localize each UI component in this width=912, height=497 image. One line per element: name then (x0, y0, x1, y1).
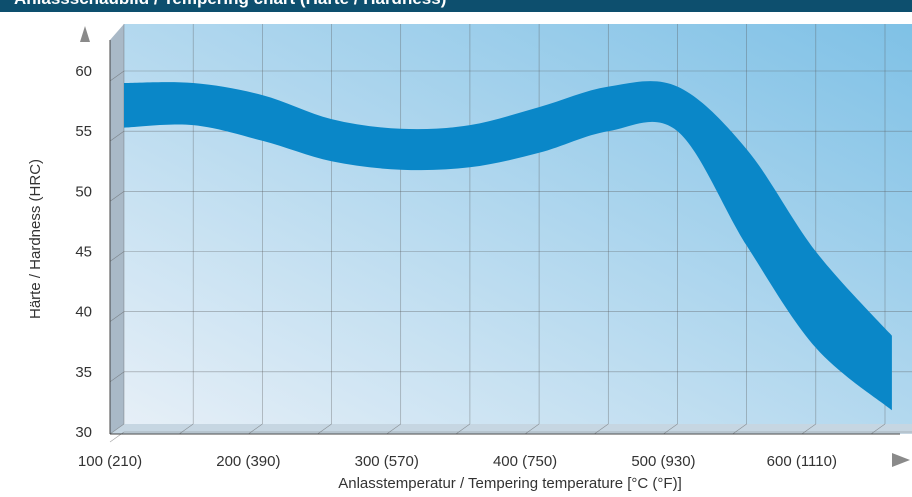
grid-line-floor (801, 423, 816, 435)
grid-line-wall (109, 371, 125, 383)
x-tick-label: 100 (210) (78, 453, 142, 470)
header-bar: Anlassschaubild / Tempering chart (Härte… (0, 0, 912, 12)
grid-line-floor (317, 423, 332, 435)
y-tick-label: 40 (75, 304, 92, 321)
y-axis-arrow-icon (80, 26, 90, 42)
grid-line-floor (870, 423, 886, 435)
plot-left-wall (110, 24, 124, 434)
grid-line-floor (732, 423, 747, 435)
grid-line-floor (663, 423, 678, 435)
grid-line-floor (594, 423, 609, 435)
x-tick-labels: 100 (210) 200 (390) 300 (570) 400 (750) 500 … (78, 453, 837, 470)
x-tick-label: 200 (390) (216, 453, 280, 470)
y-tick-label: 50 (75, 183, 92, 200)
x-axis-arrow-icon (892, 453, 910, 467)
grid-line-floor (524, 423, 540, 435)
hardness-band (124, 81, 892, 411)
x-tick-label: 600 (1110) (767, 453, 837, 470)
chart-header-title: Anlassschaubild / Tempering chart (Härte… (14, 0, 446, 9)
grid-line-wall (109, 191, 125, 202)
grid-line-floor (386, 423, 401, 435)
y-tick-label: 30 (75, 424, 92, 441)
y-tick-labels: 30 35 40 45 50 55 60 (75, 63, 92, 441)
grid-line-floor (179, 423, 194, 435)
plot-floor (110, 424, 912, 434)
grid-line-wall (109, 311, 125, 322)
grid-line-wall (109, 130, 125, 142)
grid-line-floor (248, 423, 263, 435)
x-tick-label: 400 (750) (493, 453, 557, 470)
y-tick-label: 55 (75, 123, 92, 140)
grid-line-wall (109, 251, 125, 262)
x-tick-label: 500 (930) (631, 453, 695, 470)
grid-line-floor (455, 423, 471, 435)
grid-line-floor (109, 423, 125, 435)
grid-line-wall (109, 70, 125, 82)
y-axis-title: Härte / Hardness (HRC) (27, 159, 44, 319)
x-tick-label: 300 (570) (355, 453, 419, 470)
x-axis-title: Anlasstemperatur / Tempering temperature… (338, 475, 682, 492)
y-tick-label: 35 (75, 364, 92, 381)
y-tick-label: 45 (75, 244, 92, 261)
y-tick-label: 60 (75, 63, 92, 80)
